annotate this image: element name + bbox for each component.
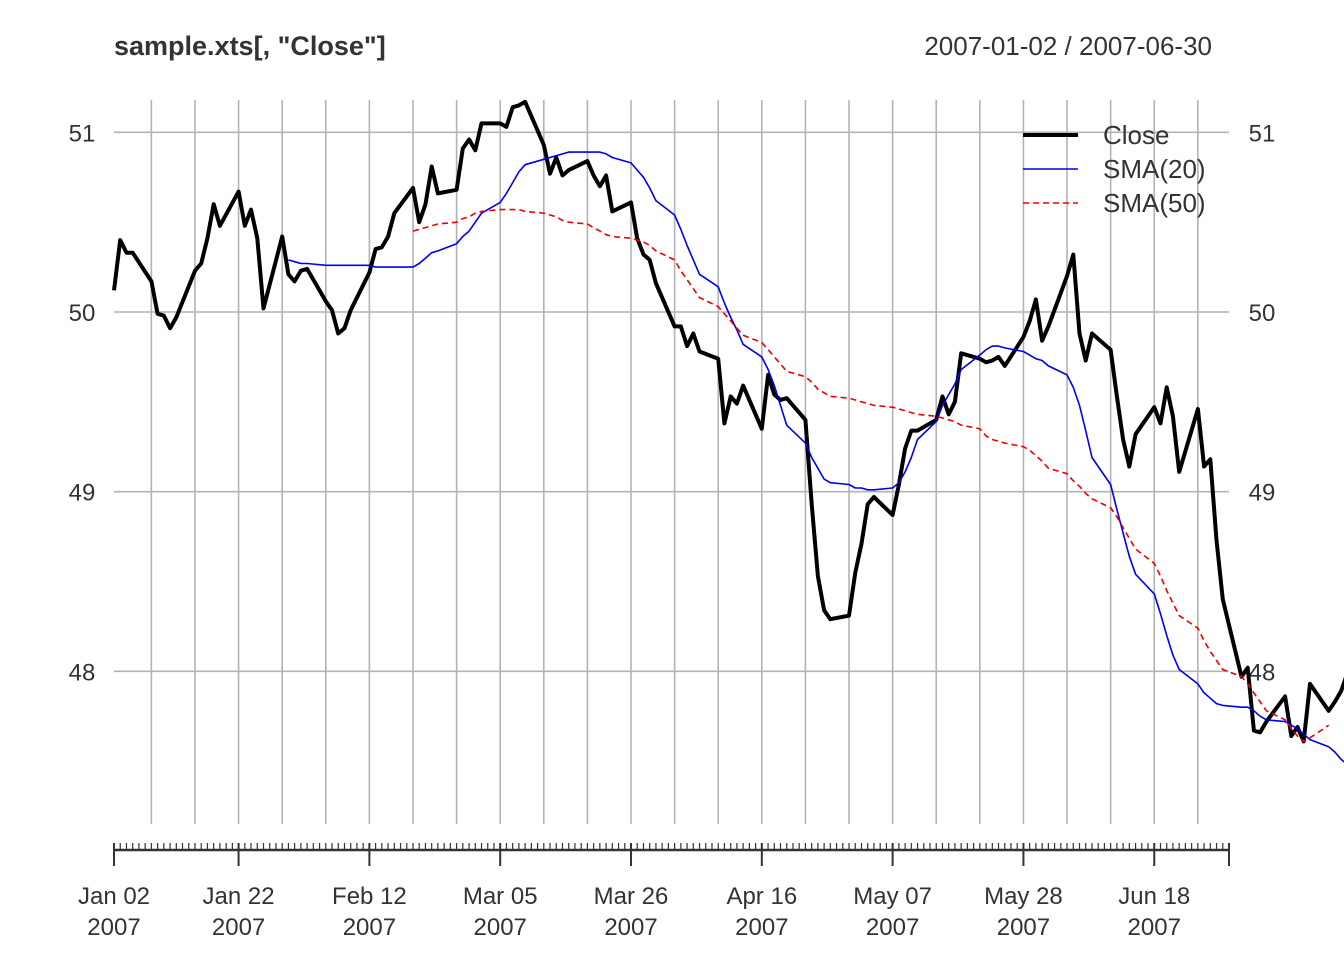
x-axis: Jan 02 2007 Jan 22 2007 Feb 12 2007 Mar 05 2007… <box>78 843 1230 941</box>
x-tick-year-label: 2007 <box>997 914 1050 941</box>
chart-title: sample.xts[, "Close"] <box>114 31 386 61</box>
legend-label: Close <box>1103 120 1169 150</box>
x-tick-year-label: 2007 <box>604 914 657 941</box>
series-line-close <box>112 99 1344 744</box>
y-tick-label-right: 50 <box>1249 300 1276 327</box>
series-line-sma50 <box>412 208 1330 743</box>
x-tick-year-label: 2007 <box>735 914 788 941</box>
x-tick-year-label: 2007 <box>1128 914 1181 941</box>
y-tick-label-right: 48 <box>1249 659 1276 686</box>
x-tick-label: May 28 <box>984 883 1063 910</box>
y-axis: 48 48 49 49 50 50 51 51 <box>69 120 1276 686</box>
x-tick-label: May 07 <box>853 883 932 910</box>
series-line-sma20 <box>288 151 1344 763</box>
x-tick-label: Mar 26 <box>594 883 669 910</box>
x-tick-year-label: 2007 <box>866 914 919 941</box>
x-tick-label: Mar 05 <box>463 883 538 910</box>
x-tick-label: Jun 18 <box>1118 883 1190 910</box>
y-tick-label-left: 49 <box>69 480 96 507</box>
series-lines <box>112 99 1344 763</box>
legend: Close SMA(20) SMA(50) <box>1023 120 1206 218</box>
x-tick-label: Feb 12 <box>332 883 407 910</box>
x-tick-year-label: 2007 <box>87 914 140 941</box>
y-tick-label-right: 49 <box>1249 480 1276 507</box>
date-range: 2007-01-02 / 2007-06-30 <box>924 31 1212 61</box>
x-tick-label: Jan 22 <box>203 883 275 910</box>
x-tick-label: Jan 02 <box>78 883 150 910</box>
y-tick-label-left: 48 <box>69 659 96 686</box>
y-tick-label-left: 51 <box>69 120 96 147</box>
y-tick-label-right: 51 <box>1249 120 1276 147</box>
legend-label: SMA(50) <box>1103 188 1206 218</box>
x-tick-year-label: 2007 <box>474 914 527 941</box>
y-tick-label-left: 50 <box>69 300 96 327</box>
horizontal-gridlines <box>114 131 1229 673</box>
x-tick-year-label: 2007 <box>212 914 265 941</box>
vertical-gridlines <box>150 100 1199 824</box>
legend-label: SMA(20) <box>1103 154 1206 184</box>
x-tick-year-label: 2007 <box>343 914 396 941</box>
x-tick-label: Apr 16 <box>726 883 797 910</box>
